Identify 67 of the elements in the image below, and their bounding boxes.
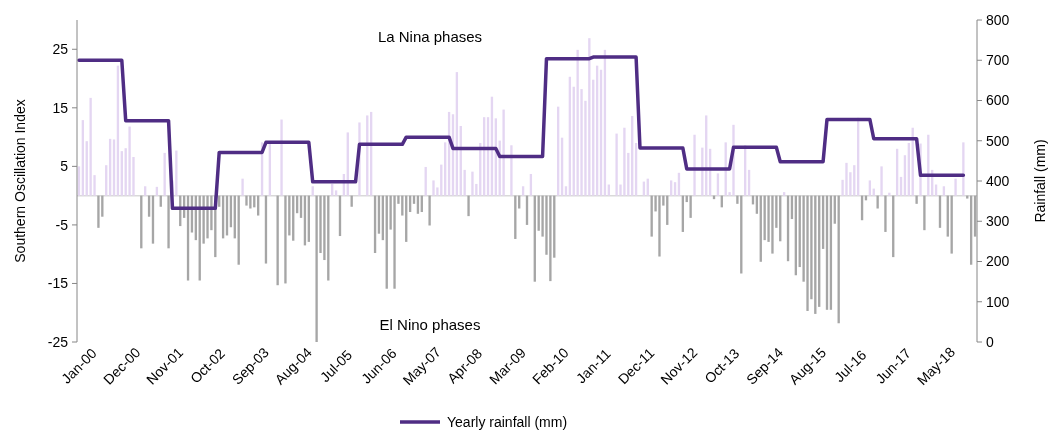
annotation: El Nino phases	[379, 316, 481, 333]
legend-label: Yearly rainfall (mm)	[447, 413, 568, 430]
y-tick-label: 15	[52, 99, 69, 116]
bar	[249, 195, 252, 209]
bar	[884, 195, 887, 232]
y2-tick-label: 700	[986, 52, 1010, 69]
bar	[673, 182, 677, 196]
y-tick-label: -25	[47, 333, 69, 350]
bar	[311, 186, 314, 196]
y-tick-label: 5	[60, 158, 69, 175]
bar	[432, 180, 435, 196]
bar	[428, 195, 431, 226]
bar	[880, 166, 883, 196]
y2-tick-label: 400	[986, 172, 1010, 189]
line-series	[77, 55, 966, 211]
y-tick-label: -5	[55, 216, 69, 233]
y2-tick-label: 500	[986, 132, 1010, 149]
y-tick-label: 25	[52, 41, 69, 58]
y2-tick-label: 0	[986, 333, 994, 350]
bar	[923, 195, 926, 231]
bar	[588, 38, 591, 196]
bar	[175, 150, 178, 196]
bar	[876, 195, 879, 209]
bar	[284, 195, 287, 284]
bar	[167, 195, 170, 249]
bar	[241, 178, 244, 196]
bar	[806, 195, 809, 311]
bar	[962, 142, 965, 196]
bar	[658, 195, 661, 257]
bar	[954, 178, 957, 196]
bar	[144, 186, 147, 196]
y-tick-label: -15	[47, 275, 69, 292]
bar	[502, 109, 505, 196]
bar	[549, 195, 552, 282]
y2-tick-label: 300	[986, 213, 1010, 230]
bar	[471, 171, 474, 196]
y2-tick-label: 100	[986, 293, 1010, 310]
bar	[97, 195, 100, 228]
y2-axis-title: Rainfall (mm)	[1031, 139, 1048, 223]
bar	[888, 192, 891, 196]
bar	[128, 126, 131, 196]
bar	[163, 152, 166, 196]
bar	[334, 190, 338, 196]
annotation: La Nina phases	[377, 28, 483, 45]
y2-tick-label: 800	[986, 11, 1010, 28]
bar	[315, 195, 318, 342]
bar	[845, 162, 848, 196]
y2-tick-label: 200	[986, 253, 1010, 270]
bar	[615, 133, 618, 196]
bar	[393, 195, 396, 289]
bar	[521, 186, 525, 196]
bar	[782, 192, 786, 196]
bar	[689, 195, 692, 218]
bar	[915, 195, 918, 204]
y2-tick-label: 600	[986, 92, 1010, 109]
bar	[245, 195, 248, 206]
bar	[771, 195, 774, 254]
bar	[467, 195, 470, 217]
bar	[276, 195, 279, 286]
bar	[89, 97, 92, 196]
bar	[623, 127, 626, 196]
bar	[693, 134, 696, 196]
bar	[942, 186, 946, 196]
y-axis-title: Southern Oscillation Index	[11, 99, 28, 263]
bar	[564, 186, 568, 196]
bar	[280, 119, 283, 196]
bar	[510, 145, 513, 196]
